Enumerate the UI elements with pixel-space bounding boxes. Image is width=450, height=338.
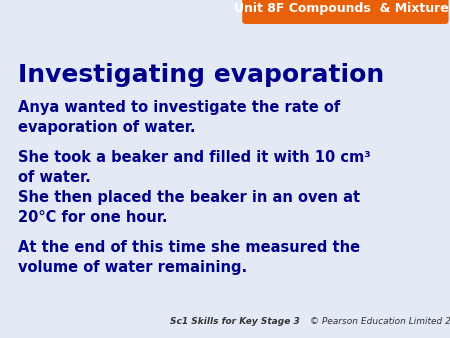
Text: Investigating evaporation: Investigating evaporation <box>18 63 384 87</box>
Text: Sc1 Skills for Key Stage 3: Sc1 Skills for Key Stage 3 <box>170 317 300 326</box>
FancyBboxPatch shape <box>242 0 449 24</box>
Text: At the end of this time she measured the
volume of water remaining.: At the end of this time she measured the… <box>18 240 360 275</box>
Text: She then placed the beaker in an oven at
20°C for one hour.: She then placed the beaker in an oven at… <box>18 190 360 225</box>
Text: Unit 8F Compounds  & Mixtures: Unit 8F Compounds & Mixtures <box>234 2 450 15</box>
Text: © Pearson Education Limited 2004: © Pearson Education Limited 2004 <box>310 317 450 326</box>
Text: She took a beaker and filled it with 10 cm³
of water.: She took a beaker and filled it with 10 … <box>18 150 371 186</box>
Text: Anya wanted to investigate the rate of
evaporation of water.: Anya wanted to investigate the rate of e… <box>18 100 340 136</box>
